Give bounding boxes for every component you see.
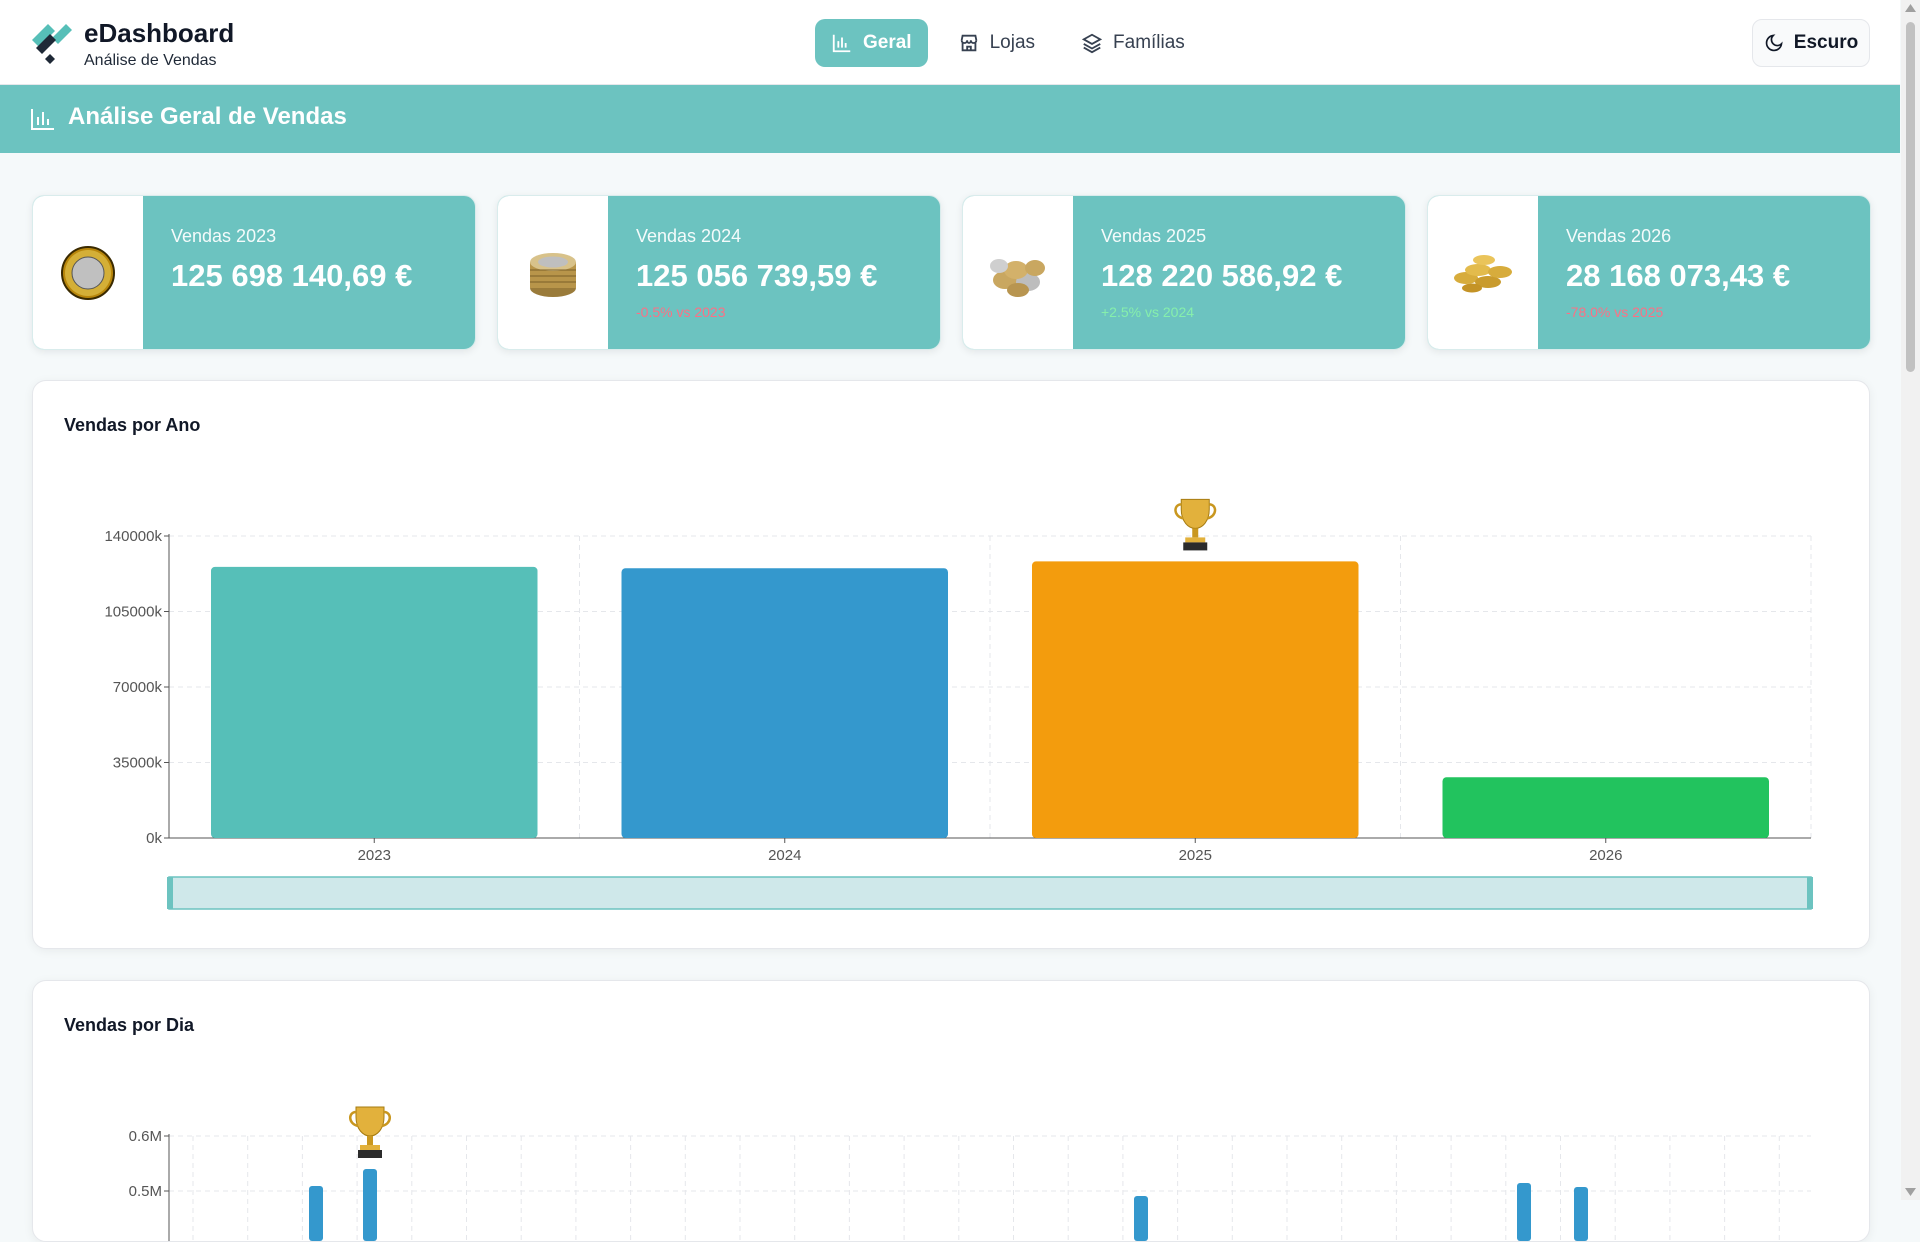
kpi-card-2024: Vendas 2024 125 056 739,59 € -0.5% vs 20… [497, 195, 941, 350]
kpi-card-2026: Vendas 2026 28 168 073,43 € -78.0% vs 20… [1427, 195, 1871, 350]
kpi-label: Vendas 2025 [1101, 226, 1207, 246]
nav-tab-label: Famílias [1113, 32, 1185, 53]
kpi-value: 125 698 140,69 € [171, 258, 413, 293]
y-tick-label: 0k [146, 830, 162, 847]
y-tick-label: 105000k [104, 604, 162, 621]
kpi-card-2025: Vendas 2025 128 220 586,92 € +2.5% vs 20… [962, 195, 1406, 350]
kpi-image [1428, 196, 1538, 349]
kpi-value: 125 056 739,59 € [636, 258, 878, 293]
kpi-delta: -78.0% vs 2025 [1566, 304, 1664, 320]
kpi-delta: -0.5% vs 2023 [636, 304, 726, 320]
zoom-slider [168, 876, 1812, 910]
kpi-label: Vendas 2024 [636, 226, 742, 246]
day-bar [309, 1186, 323, 1241]
trophy-icon [1174, 498, 1217, 551]
bar-2025 [1032, 561, 1359, 838]
page-scrollbar[interactable] [1901, 0, 1920, 1200]
kpi-label: Vendas 2026 [1566, 226, 1672, 246]
brand-subtitle: Análise de Vendas [84, 52, 217, 69]
scroll-up-arrow-icon[interactable] [1905, 4, 1916, 12]
coin-pile-icon [990, 259, 1045, 297]
day-bar [363, 1169, 377, 1241]
x-tick-label: 2024 [768, 847, 801, 864]
theme-button-label: Escuro [1793, 32, 1859, 53]
y-tick-label: 140000k [104, 528, 162, 545]
kpi-image [33, 196, 143, 349]
year-bar-chart: 0k 35000k 70000k 105000k 140000k 2023 2024 2025… [104, 498, 1813, 910]
coin-stack-icon [530, 253, 576, 297]
main-nav: Geral Lojas Famílias [815, 19, 1201, 67]
nav-tab-label: Geral [863, 32, 912, 53]
dark-mode-toggle-button[interactable]: Escuro [1752, 19, 1870, 67]
edashboard-logo-icon [32, 24, 72, 64]
bar-2024 [621, 568, 948, 838]
day-bar [1574, 1187, 1588, 1241]
day-bar [1517, 1183, 1531, 1241]
layers-icon [1081, 33, 1103, 54]
moon-icon [1765, 34, 1783, 52]
kpi-image [963, 196, 1073, 349]
kpi-image [498, 196, 608, 349]
scroll-down-arrow-icon[interactable] [1905, 1188, 1916, 1196]
kpi-label: Vendas 2023 [171, 226, 277, 246]
kpi-delta: +2.5% vs 2024 [1101, 304, 1195, 320]
x-tick-label: 2026 [1589, 847, 1622, 864]
trophy-icon [349, 1106, 391, 1158]
bar-2026 [1442, 777, 1769, 838]
nav-tab-geral[interactable]: Geral [815, 19, 928, 67]
chart-panel-vendas-por-ano: Vendas por Ano 0k 35000k 70000k 105000k 1400… [32, 380, 1870, 949]
store-icon [960, 34, 977, 52]
kpi-value: 128 220 586,92 € [1101, 258, 1343, 293]
zoom-handle-right [1807, 877, 1813, 909]
section-header: Análise Geral de Vendas [0, 85, 1900, 153]
brand-title: eDashboard [84, 18, 235, 48]
y-tick-label: 35000k [113, 755, 163, 772]
chart-title: Vendas por Dia [64, 1015, 195, 1035]
kpi-value: 28 168 073,43 € [1566, 258, 1791, 293]
scrollbar-thumb[interactable] [1906, 22, 1915, 372]
day-bar [1134, 1196, 1148, 1241]
bar-chart-icon [31, 109, 54, 130]
y-tick-label: 0.5M [129, 1183, 162, 1200]
bar-chart-icon [832, 34, 851, 53]
zoom-handle-left [167, 877, 173, 909]
top-navbar: eDashboard Análise de Vendas Geral Lojas… [0, 0, 1900, 85]
x-tick-label: 2025 [1179, 847, 1212, 864]
single-euro-coin-icon [61, 246, 115, 300]
y-tick-label: 0.6M [129, 1128, 162, 1145]
chart-title: Vendas por Ano [64, 415, 201, 435]
bar-2023 [211, 566, 538, 838]
day-bar-chart: 0.6M 0.5M [129, 1106, 1811, 1241]
kpi-card-2023: Vendas 2023 125 698 140,69 € [32, 195, 476, 350]
chart-panel-vendas-por-dia: Vendas por Dia 0.6M 0.5M [32, 980, 1870, 1242]
gold-coins-icon [1454, 255, 1512, 293]
x-tick-label: 2023 [358, 847, 391, 864]
y-tick-label: 70000k [113, 679, 163, 696]
nav-tab-lojas[interactable]: Lojas [942, 19, 1051, 67]
nav-tab-familias[interactable]: Famílias [1065, 19, 1201, 67]
section-title: Análise Geral de Vendas [68, 103, 347, 130]
nav-tab-label: Lojas [989, 32, 1036, 53]
